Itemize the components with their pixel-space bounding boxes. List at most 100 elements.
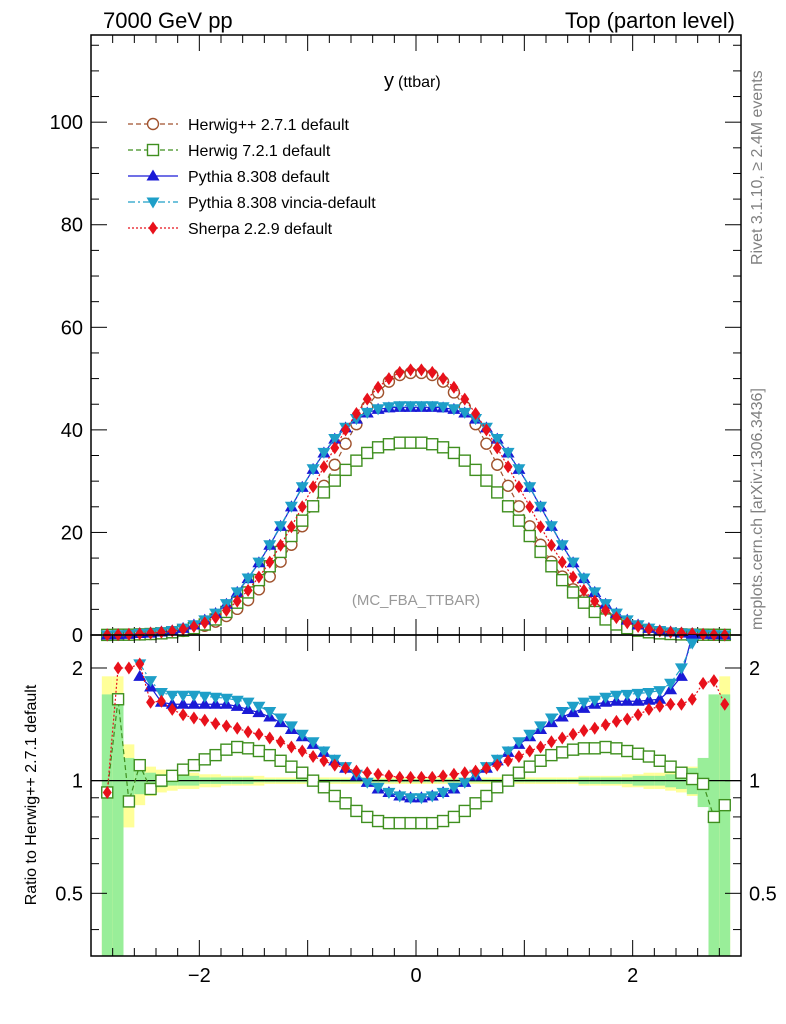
ratio-data-point [165,690,179,702]
data-point [577,596,591,609]
ratio-data-point [687,692,697,706]
ratio-data-point [166,769,179,783]
ratio-axes: 0.5 0.5 1 1 2 2 −2 0 2 [55,635,777,987]
ratio-data-point [492,758,502,772]
ratio-data-point [406,770,416,784]
data-point [306,464,320,476]
data-point [306,500,320,513]
ratio-data-point [566,743,580,756]
ratio-series-line [106,663,726,793]
ratio-data-point [720,697,730,711]
ratio-data-point [514,750,524,764]
ratio-data-point [436,787,450,799]
ratio-data-point [436,814,450,828]
data-point [295,482,309,494]
ratio-data-point [254,727,264,741]
ratio-data-point [664,760,677,773]
ratio-data-point [666,697,676,711]
ratio-data-point [308,750,318,764]
ratio-data-point [557,731,567,745]
ratio-series-group [101,635,731,830]
data-point [384,372,394,386]
ratio-data-point [176,697,190,709]
ratio-data-point [198,691,212,703]
ratio-data-point [501,746,515,758]
ratio-data-point [113,661,123,675]
x-tick-label: 0 [410,965,421,987]
ratio-data-point [317,781,331,794]
ratio-data-point [176,763,190,776]
data-point [416,363,426,377]
ratio-y-tick-label-right: 2 [749,658,760,680]
ratio-data-point [198,697,212,709]
data-point [536,520,546,534]
ratio-series-clip [101,635,731,830]
data-point [480,474,493,487]
ratio-data-point [187,758,201,772]
data-point [328,434,342,446]
legend-marker [146,197,160,209]
data-point [545,560,558,573]
data-point [361,446,374,460]
ratio-y-tick-label: 1 [72,771,83,793]
ratio-data-point [458,777,472,789]
data-point [425,401,439,413]
ratio-data-point [525,744,535,758]
data-point [221,603,231,617]
uncertainty-band-green [123,757,135,808]
data-point [555,540,569,552]
data-point [371,441,385,454]
ratio-data-point [555,706,569,719]
ratio-data-point [351,764,361,778]
data-point [230,587,244,599]
ratio-data-point [685,635,699,640]
data-point [297,500,307,514]
ratio-data-point [102,785,112,799]
data-point [523,529,536,543]
ratio-data-point [469,797,482,810]
ratio-data-point [664,678,678,690]
ratio-data-point [416,770,426,784]
rivet-version-label: Rivet 3.1.10, ≥ 2.4M events [749,70,766,265]
data-point [189,619,199,633]
ratio-data-point [425,791,439,803]
ratio-data-point [707,810,721,824]
data-point [436,441,450,454]
y-tick-label: 100 [50,112,83,134]
series-1 [101,436,731,642]
data-point [339,463,352,477]
data-point [566,586,580,599]
ratio-data-point [653,686,667,698]
ratio-data-point [696,777,710,791]
data-point [317,447,331,459]
ratio-data-point [556,746,569,759]
ratio-data-point [306,737,320,749]
data-point [328,458,341,471]
data-point [382,402,396,414]
ratio-data-point [220,743,233,756]
data-point [341,423,351,437]
x-tick-label: −2 [188,965,211,987]
ratio-data-point [350,804,363,818]
ratio-data-point [480,789,493,803]
data-point [330,441,340,455]
data-point [458,454,471,467]
ratio-data-point [447,810,461,824]
y-tick-label: 0 [72,625,83,647]
ratio-data-point [306,774,320,787]
data-point [317,486,331,499]
data-point [471,406,481,420]
ratio-data-point [274,754,287,767]
ratio-y-label: Ratio to Herwig++ 2.7.1 default [23,684,40,905]
ratio-data-point [231,740,244,754]
data-point [492,441,502,455]
ratio-data-point [384,769,394,783]
data-point [286,520,296,534]
legend-label: Sherpa 2.2.9 default [188,221,333,238]
ratio-data-point [512,766,526,779]
legend-label: Herwig 7.2.1 default [188,143,331,160]
data-point [146,626,156,640]
ratio-data-point [243,725,253,739]
data-point [568,570,578,584]
y-tick-label: 40 [61,420,83,442]
